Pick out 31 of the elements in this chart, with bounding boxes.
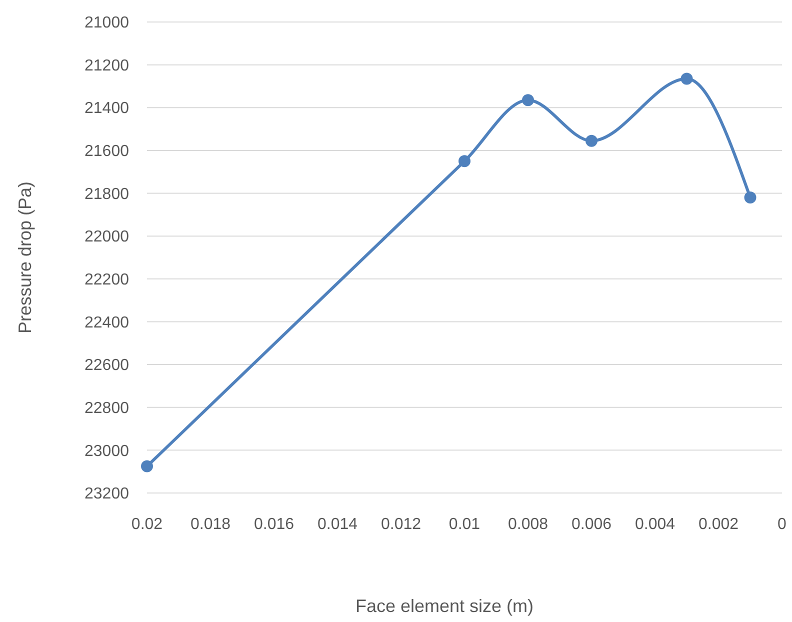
y-tick-label: 21800: [84, 186, 130, 203]
x-tick-label: 0.008: [508, 516, 548, 533]
x-tick-label: 0.016: [254, 516, 294, 533]
y-tick-label: 22800: [84, 400, 130, 417]
x-tick-label: 0.002: [698, 516, 739, 533]
x-axis-title: Face element size (m): [355, 596, 534, 616]
x-tick-label: 0: [778, 516, 787, 533]
y-tick-label: 21400: [84, 100, 130, 118]
point: [522, 94, 534, 106]
x-tick-label: 0.018: [190, 516, 231, 533]
point: [141, 460, 153, 472]
point: [680, 72, 693, 85]
x-tick-label: 0.006: [571, 516, 612, 533]
y-tick-label: 23200: [84, 486, 130, 503]
x-tick-label: 0.014: [317, 516, 358, 533]
point: [586, 134, 598, 147]
y-tick-label: 22000: [84, 228, 130, 246]
y-axis-title: Pressure drop (Pa): [15, 181, 35, 334]
x-tick-label: 0.02: [131, 516, 163, 533]
point: [744, 192, 756, 204]
y-tick-label: 22400: [84, 314, 130, 332]
point: [458, 155, 470, 168]
x-tick-label: 0.012: [380, 516, 422, 533]
y-tick-label: 21000: [84, 14, 130, 32]
y-tick-label: 21600: [84, 143, 130, 160]
y-tick-label: 21200: [84, 57, 130, 74]
x-tick-label: 0.01: [448, 516, 480, 533]
y-tick-label: 22600: [84, 357, 130, 374]
x-tick-label: 0.004: [634, 516, 676, 533]
y-tick-label: 22200: [84, 272, 130, 289]
y-tick-label: 23000: [84, 442, 130, 460]
